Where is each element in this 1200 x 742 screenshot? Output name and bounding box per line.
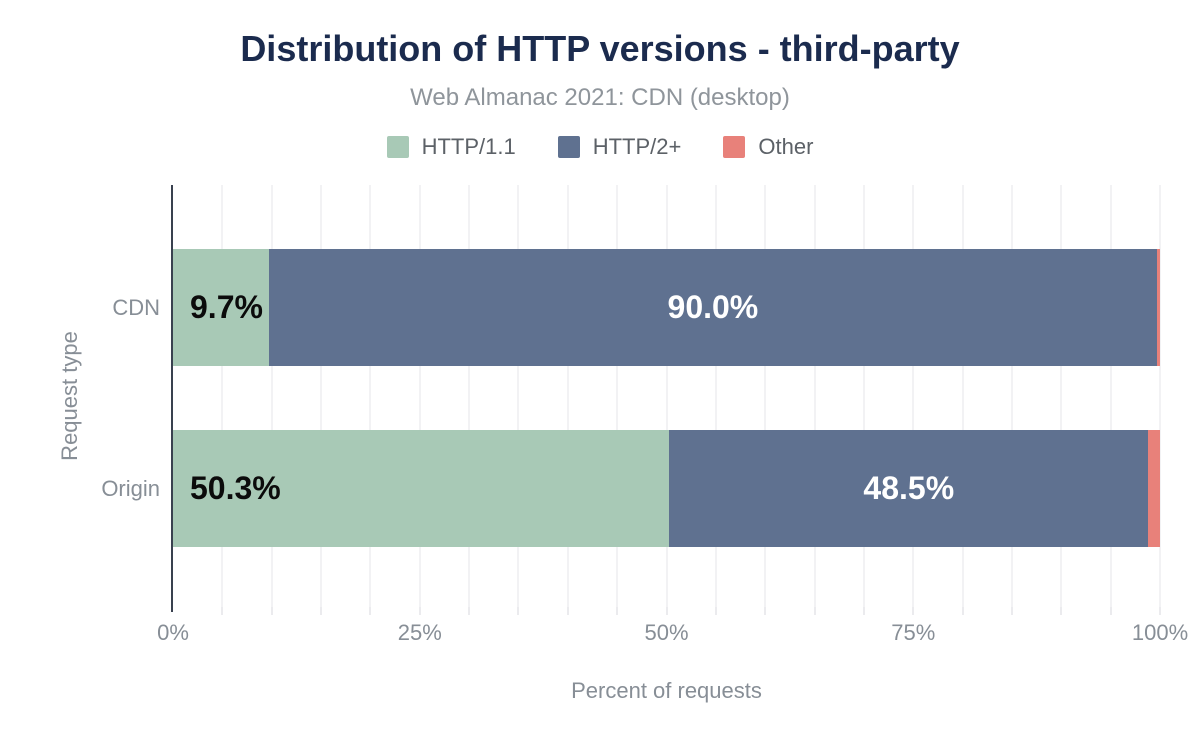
bar-value-label: 90.0% [667, 289, 759, 325]
axis-tick-30 [468, 607, 471, 615]
legend-swatch-icon [723, 136, 746, 158]
axis-tick-85 [1010, 607, 1013, 615]
bar-value-label: 48.5% [863, 470, 955, 506]
axis-tick-40 [566, 607, 569, 615]
legend: HTTP/1.1 HTTP/2+ Other [0, 134, 1200, 160]
axis-tick-15 [320, 607, 323, 615]
bar-segment-cdn-http-2-: 90.0% [268, 249, 1158, 366]
axis-tick-25 [418, 607, 421, 615]
y-axis-title: Request type [57, 331, 82, 461]
axis-tick-80 [961, 607, 964, 615]
legend-label: HTTP/1.1 [421, 134, 516, 159]
axis-tick-95 [1109, 607, 1112, 615]
x-tick-label-25: 25% [397, 620, 442, 645]
gridline-30 [468, 185, 471, 607]
gridline-60 [764, 185, 767, 607]
gridline-90 [1060, 185, 1063, 607]
gridline-75 [912, 185, 915, 607]
bar-cdn: 9.7% 90.0% [173, 249, 1160, 366]
chart-subtitle: Web Almanac 2021: CDN (desktop) [410, 84, 790, 111]
x-axis-title: Percent of requests [571, 678, 762, 703]
axis-tick-100 [1159, 607, 1161, 615]
gridline-95 [1109, 185, 1112, 607]
gridline-70 [862, 185, 865, 607]
axis-tick-90 [1060, 607, 1063, 615]
y-axis-line [171, 185, 173, 612]
bar-segment-origin-other [1148, 430, 1160, 547]
gridline-50 [665, 185, 668, 607]
gridline-65 [813, 185, 816, 607]
axis-tick-10 [270, 607, 273, 615]
legend-swatch-icon [557, 136, 580, 158]
legend-label: Other [758, 134, 814, 159]
x-tick-label-75: 75% [891, 620, 936, 645]
axis-tick-50 [665, 607, 668, 615]
legend-item-http-2-: HTTP/2+ [557, 134, 682, 160]
gridline-85 [1010, 185, 1013, 607]
bar-value-label: 9.7% [190, 289, 263, 325]
bar-segment-cdn-http-1-1: 9.7% [173, 249, 269, 366]
axis-tick-35 [517, 607, 520, 615]
legend-label: HTTP/2+ [592, 134, 682, 159]
axis-tick-55 [714, 607, 717, 615]
axis-tick-45 [616, 607, 619, 615]
gridline-45 [616, 185, 619, 607]
gridline-20 [369, 185, 372, 607]
bar-segment-origin-http-2-: 48.5% [669, 430, 1149, 547]
category-label-cdn: CDN [112, 294, 160, 320]
x-tick-label-100: 100% [1131, 620, 1189, 645]
gridline-40 [566, 185, 569, 607]
axis-tick-60 [764, 607, 767, 615]
gridline-55 [714, 185, 717, 607]
chart-title: Distribution of HTTP versions - third-pa… [240, 28, 960, 69]
bar-value-label: 50.3% [190, 470, 281, 506]
axis-tick-65 [813, 607, 816, 615]
bar-origin: 50.3% 48.5% [173, 430, 1160, 547]
legend-item-other: Other [723, 134, 813, 160]
x-tick-label-50: 50% [644, 620, 689, 645]
plot-area: 9.7% 90.0% 50.3% 48.5% [171, 185, 1161, 615]
x-tick-label-0: 0% [157, 620, 189, 645]
axis-tick-20 [369, 607, 372, 615]
legend-swatch-icon [386, 136, 409, 158]
gridline-10 [270, 185, 273, 607]
category-label-origin: Origin [101, 475, 160, 501]
gridline-15 [320, 185, 323, 607]
legend-item-http-1-1: HTTP/1.1 [386, 134, 516, 160]
axis-tick-5 [221, 607, 224, 615]
gridline-35 [517, 185, 520, 607]
gridline-5 [221, 185, 224, 607]
bar-segment-cdn-other [1157, 249, 1160, 366]
gridline-100 [1159, 185, 1161, 607]
gridline-80 [961, 185, 964, 607]
gridline-25 [418, 185, 421, 607]
bar-segment-origin-http-1-1: 50.3% [173, 430, 670, 547]
axis-tick-70 [862, 607, 865, 615]
axis-tick-75 [912, 607, 915, 615]
